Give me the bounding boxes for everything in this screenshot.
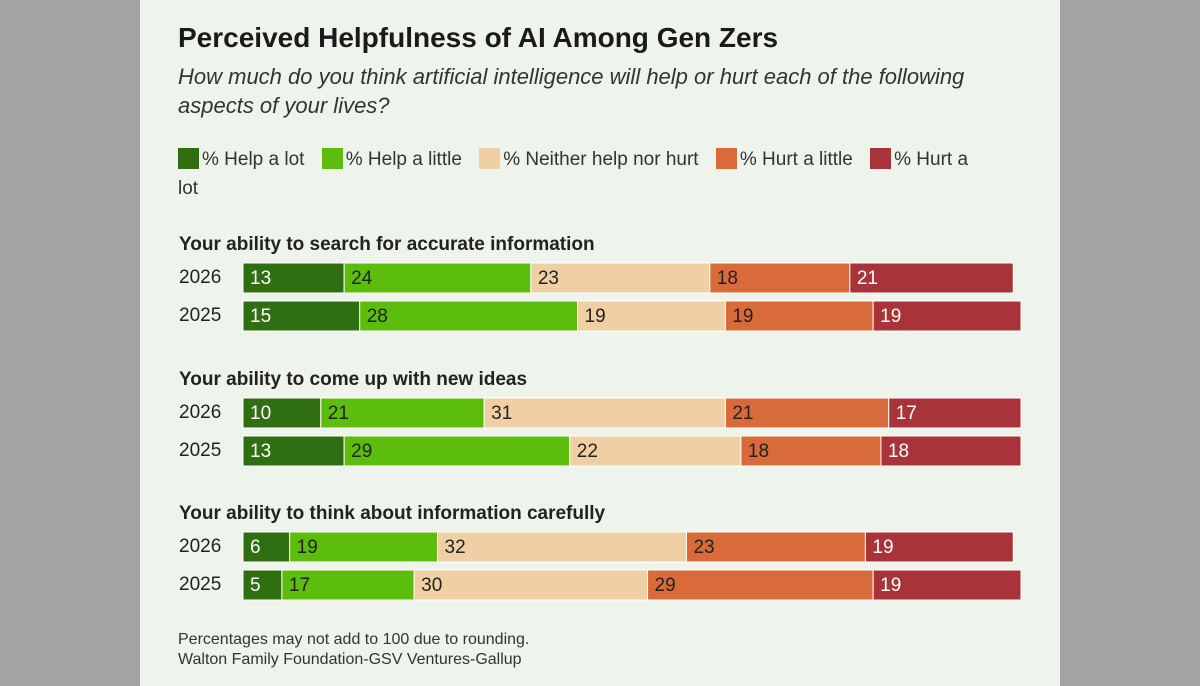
legend-item: % Hurt a lot <box>178 148 969 199</box>
value-label: 19 <box>880 575 901 596</box>
value-label: 19 <box>872 537 893 558</box>
bar-segment <box>647 569 874 601</box>
value-label: 21 <box>857 268 878 289</box>
note: Percentages may not add to 100 due to ro… <box>178 631 530 648</box>
bar-segment <box>343 435 571 467</box>
bar-segment <box>242 569 283 601</box>
legend-label: % Hurt a lot <box>178 149 969 199</box>
value-label: 13 <box>250 268 271 289</box>
legend-item: % Help a lot <box>178 148 305 170</box>
row-label: 2025 <box>179 440 221 461</box>
value-label: 6 <box>250 537 261 558</box>
footer: Percentages may not add to 100 due to ro… <box>178 630 529 670</box>
row-label: 2025 <box>179 305 221 326</box>
value-label: 30 <box>421 575 442 596</box>
value-label: 21 <box>328 403 349 424</box>
value-label: 23 <box>693 537 714 558</box>
bar-segment <box>880 435 1022 467</box>
value-label: 21 <box>732 403 753 424</box>
bar-segment <box>849 262 1014 294</box>
value-label: 23 <box>538 268 559 289</box>
row-label: 2026 <box>179 402 221 423</box>
value-label: 15 <box>250 306 271 327</box>
value-label: 18 <box>888 441 909 462</box>
legend-item: % Neither help nor hurt <box>479 148 699 170</box>
bar-segment <box>359 300 579 332</box>
value-label: 19 <box>297 537 318 558</box>
value-label: 28 <box>367 306 388 327</box>
value-label: 5 <box>250 575 261 596</box>
legend-swatch <box>715 148 737 169</box>
value-label: 19 <box>880 306 901 327</box>
chart-subtitle: How much do you think artificial intelli… <box>178 64 965 118</box>
bar-segment <box>289 531 438 563</box>
bar-segment <box>864 531 1014 563</box>
legend-swatch <box>321 148 343 169</box>
legend-swatch <box>178 148 199 169</box>
legend-swatch <box>870 148 892 169</box>
value-label: 32 <box>445 537 466 558</box>
legend: % Help a lot % Help a little % Neither h… <box>178 145 998 203</box>
value-label: 19 <box>585 306 606 327</box>
bar-segment <box>872 300 1022 332</box>
value-label: 24 <box>351 268 373 289</box>
legend-item: % Hurt a little <box>715 148 853 170</box>
bar-segment <box>888 397 1022 429</box>
legend-label: % Help a lot <box>202 149 305 170</box>
value-label: 22 <box>577 441 598 462</box>
bar-segment <box>320 397 485 429</box>
chart-title: Perceived Helpfulness of AI Among Gen Ze… <box>178 22 779 53</box>
group-label: Your ability to come up with new ideas <box>179 369 527 390</box>
value-label: 18 <box>748 441 769 462</box>
legend-label: % Neither help nor hurt <box>503 149 699 170</box>
bar-segment <box>343 262 532 294</box>
value-label: 17 <box>289 575 310 596</box>
row-label: 2025 <box>179 574 221 595</box>
group-label: Your ability to search for accurate info… <box>179 234 595 255</box>
value-label: 17 <box>896 403 917 424</box>
group-label: Your ability to think about information … <box>179 503 606 524</box>
value-label: 19 <box>732 306 753 327</box>
value-label: 13 <box>250 441 271 462</box>
value-label: 10 <box>250 403 271 424</box>
row-label: 2026 <box>179 267 221 288</box>
bar-segment <box>709 262 851 294</box>
value-label: 29 <box>655 575 676 596</box>
legend-label: % Help a little <box>345 149 462 170</box>
bar-segment <box>281 569 415 601</box>
bar-segment <box>483 397 726 429</box>
bar-segment <box>724 397 890 429</box>
bar-segment <box>740 435 882 467</box>
source: Walton Family Foundation-GSV Ventures-Ga… <box>178 651 522 668</box>
bar-segment <box>872 569 1022 601</box>
bar-segment <box>242 262 345 294</box>
value-label: 29 <box>351 441 372 462</box>
bar-segment <box>413 569 649 601</box>
legend-label: % Hurt a little <box>739 149 853 170</box>
legend-swatch <box>479 148 501 169</box>
row-label: 2026 <box>179 536 221 557</box>
bar-segment <box>437 531 687 563</box>
value-label: 18 <box>717 268 738 289</box>
bar-segment <box>242 397 322 429</box>
value-label: 31 <box>491 403 512 424</box>
bar-segment <box>569 435 742 467</box>
bar-segment <box>242 300 361 332</box>
bar-segment <box>724 300 874 332</box>
legend-item: % Help a little <box>321 148 462 170</box>
